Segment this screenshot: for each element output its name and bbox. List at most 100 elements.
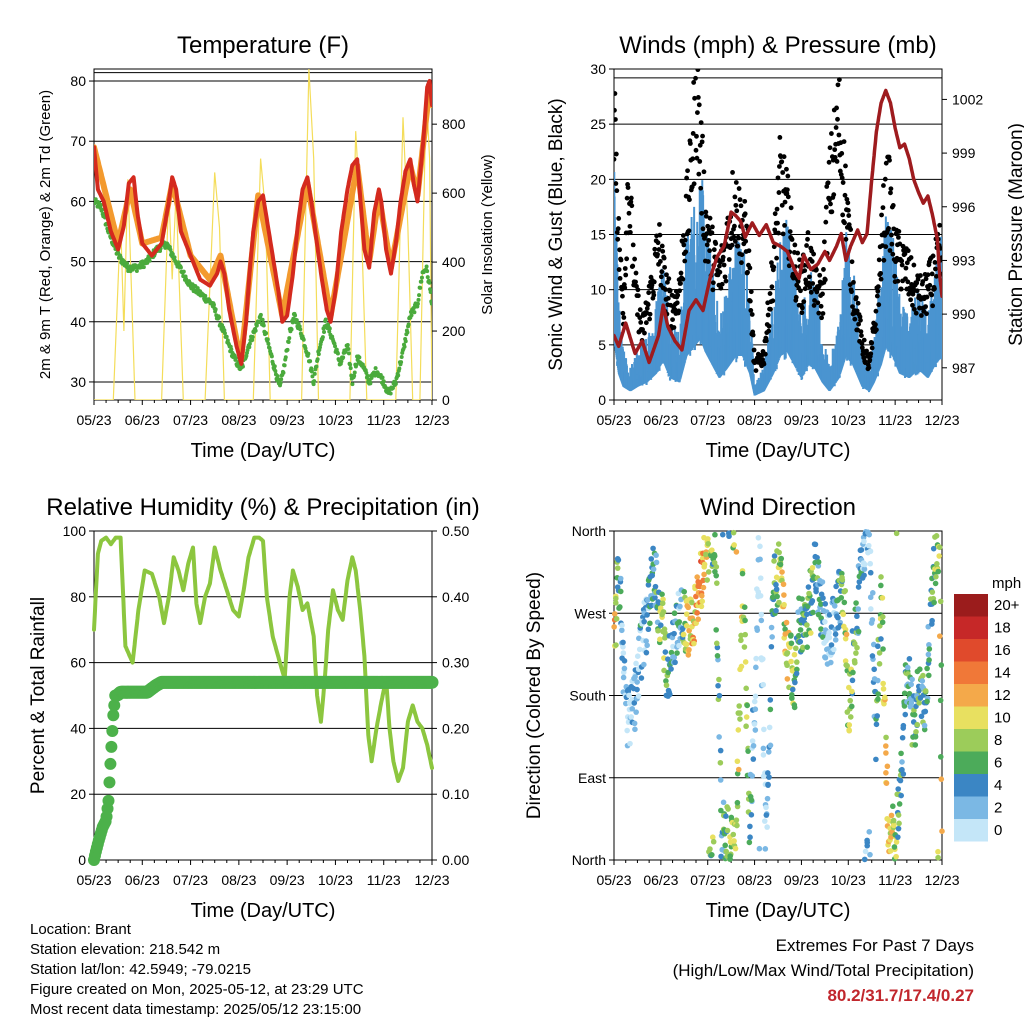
direction-point (717, 759, 724, 766)
dewpoint-point (365, 373, 370, 378)
direction-point (895, 834, 901, 840)
direction-point (880, 686, 887, 692)
gust-point (789, 237, 795, 242)
direction-point (713, 564, 720, 570)
gust-point (880, 205, 886, 211)
dewpoint-point (315, 357, 320, 362)
gust-point (749, 312, 755, 317)
direction-point (788, 658, 794, 665)
gust-point (710, 280, 716, 286)
gust-point (630, 263, 636, 269)
gust-point (647, 311, 653, 317)
gust-point (738, 203, 744, 209)
direction-point (691, 640, 697, 647)
dewpoint-point (352, 370, 357, 375)
gust-point (633, 270, 639, 276)
direction-point (764, 824, 770, 830)
direction-point (901, 703, 908, 709)
x-tick-label: 08/23 (221, 872, 256, 888)
direction-point (812, 541, 819, 548)
gust-point (768, 306, 773, 312)
dewpoint-point (309, 369, 314, 374)
direction-point (738, 637, 744, 644)
direction-point (925, 672, 932, 679)
direction-point (742, 659, 749, 665)
gust-point (678, 280, 683, 286)
dewpoint-point (260, 317, 265, 322)
gust-point (635, 293, 641, 299)
dewpoint-point (312, 379, 317, 384)
direction-point (878, 582, 884, 589)
y-tick-label: 10 (590, 282, 606, 298)
gust-point (896, 234, 901, 240)
direction-point (659, 591, 665, 598)
direction-point (744, 702, 751, 709)
dewpoint-point (257, 320, 262, 325)
direction-point (938, 662, 945, 668)
gust-point (635, 287, 641, 293)
panel-0: Temperature (F) Time (Day/UTC) 2m & 9m T (… (37, 32, 496, 462)
dewpoint-point (397, 366, 402, 371)
direction-point (650, 566, 657, 573)
direction-point (832, 631, 839, 637)
direction-point (849, 688, 855, 695)
x-tick-label: 06/23 (643, 872, 678, 888)
direction-point (760, 745, 767, 752)
dewpoint-point (417, 293, 422, 298)
direction-point (897, 777, 904, 784)
direction-point (715, 682, 721, 689)
direction-point (883, 780, 890, 786)
y-axis-label: 2m & 9m T (Red, Orange) & 2m Td (Green) (37, 90, 54, 379)
gust-point (937, 222, 942, 228)
direction-point (643, 649, 650, 656)
direction-point (663, 682, 670, 689)
gust-point (624, 256, 630, 262)
dewpoint-point (425, 269, 430, 274)
gust-point (816, 310, 822, 316)
gust-point (811, 251, 817, 257)
gust-point (805, 236, 810, 242)
gust-point (687, 141, 693, 146)
gust-point (832, 155, 838, 160)
gust-point (930, 303, 936, 309)
gust-point (614, 181, 619, 186)
direction-point (793, 659, 800, 665)
y-tick-label: 40 (70, 314, 86, 330)
dewpoint-point (416, 297, 421, 302)
x-axis-label: Time (Day/UTC) (191, 440, 336, 462)
gust-point (815, 300, 821, 306)
gust-point (642, 330, 647, 336)
direction-point (611, 611, 618, 617)
direction-point (634, 653, 641, 660)
dewpoint-point (172, 255, 177, 260)
direction-point (745, 748, 751, 754)
dewpoint-point (283, 355, 288, 360)
direction-point (626, 692, 632, 699)
direction-point (890, 822, 897, 829)
dewpoint-point (399, 354, 404, 359)
legend-label: 6 (994, 755, 1002, 772)
gust-point (614, 107, 617, 113)
direction-point (636, 646, 643, 653)
gust-point (843, 163, 848, 169)
direction-point (842, 635, 849, 642)
direction-point (760, 752, 767, 758)
direction-point (773, 581, 779, 588)
precip-point (102, 794, 115, 807)
direction-point (617, 575, 624, 582)
x-axis-label: Time (Day/UTC) (706, 900, 851, 922)
gust-point (657, 232, 663, 238)
direction-point (665, 656, 671, 662)
gust-point (780, 231, 786, 237)
x-tick-label: 06/23 (643, 412, 678, 428)
gust-point (834, 105, 839, 111)
direction-point (776, 599, 782, 606)
direction-point (893, 853, 899, 860)
dewpoint-point (390, 385, 395, 390)
panel-title: Relative Humidity (%) & Precipitation (i… (46, 494, 479, 521)
y2-tick-label: 0.40 (442, 589, 469, 605)
gust-point (887, 248, 893, 253)
gust-point (618, 257, 624, 263)
direction-point (768, 624, 775, 631)
direction-point (767, 697, 774, 703)
